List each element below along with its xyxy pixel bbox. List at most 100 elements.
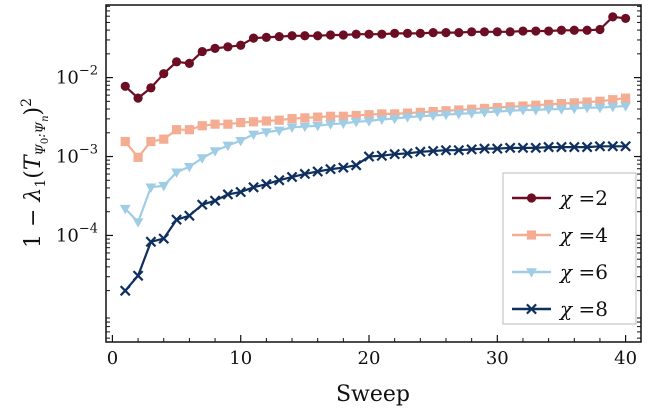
data-point [337, 119, 349, 129]
data-point [402, 108, 413, 118]
data-point [518, 101, 528, 111]
data-point [569, 98, 579, 108]
data-point [261, 32, 271, 42]
data-point [184, 58, 194, 69]
data-point [325, 111, 336, 121]
series-line [124, 97, 626, 159]
x-tick-label: 30 [486, 348, 509, 369]
data-point [440, 110, 452, 121]
data-point [325, 120, 336, 130]
data-point [544, 99, 554, 110]
data-point [338, 111, 348, 121]
data-point [453, 144, 465, 156]
data-point [363, 151, 375, 162]
data-point [313, 31, 323, 41]
data-point [594, 103, 606, 114]
data-point [377, 109, 387, 119]
data-point [582, 25, 592, 35]
data-point [556, 141, 567, 153]
data-point [453, 110, 465, 120]
legend-marker [526, 268, 537, 278]
data-point [479, 108, 490, 118]
data-point [415, 28, 425, 39]
data-point [389, 148, 401, 160]
data-point [171, 57, 182, 67]
data-point [531, 100, 541, 110]
data-point [517, 142, 529, 154]
data-point [171, 214, 182, 226]
legend: χ =2 χ =4 χ =6 χ =8 [502, 172, 637, 325]
x-tick-label: 40 [614, 348, 637, 369]
ticks-layer: 0 10 20 30 40 10−4 10−3 10−2 [56, 5, 641, 369]
legend-marker [526, 230, 537, 240]
data-point [159, 134, 169, 144]
data-point [376, 115, 388, 126]
data-point [223, 119, 233, 129]
legend-marker [526, 303, 537, 315]
data-point [441, 28, 451, 38]
data-point [389, 114, 401, 125]
data-point [594, 140, 606, 152]
data-point [159, 69, 169, 79]
data-point [120, 81, 130, 91]
data-point [608, 12, 618, 22]
data-point [492, 27, 502, 37]
data-point [454, 28, 464, 38]
data-point [312, 121, 324, 132]
data-point [568, 141, 580, 153]
data-point [171, 168, 182, 178]
data-point [620, 102, 632, 112]
series-line [124, 15, 626, 100]
data-point [120, 136, 130, 147]
data-point [300, 31, 310, 41]
data-point [377, 29, 387, 39]
data-point [479, 27, 490, 37]
y-tick-label: 10−2 [56, 64, 98, 89]
data-point [273, 174, 285, 186]
data-point [504, 106, 516, 117]
data-point [492, 102, 502, 113]
data-point [607, 103, 619, 113]
data-point [171, 125, 182, 135]
data-point [248, 33, 259, 43]
data-point [274, 31, 284, 42]
data-point [544, 26, 554, 36]
data-point [248, 130, 259, 141]
data-point [209, 147, 221, 157]
legend-label: χ =8 [558, 297, 608, 321]
legend-item: χ =8 [512, 297, 608, 321]
data-point [260, 128, 272, 138]
data-point [479, 103, 490, 113]
data-point [390, 28, 400, 39]
data-point [491, 143, 503, 155]
data-point [183, 162, 195, 173]
data-point [607, 140, 619, 152]
data-point [222, 189, 234, 200]
y-tick-label: 10−4 [56, 221, 98, 246]
data-point [235, 186, 247, 198]
data-point [146, 83, 156, 93]
data-point [568, 104, 580, 114]
data-point [196, 199, 208, 211]
series-line [124, 145, 626, 292]
data-point [454, 105, 464, 115]
legend-marker [526, 193, 537, 203]
data-point [402, 28, 413, 39]
data-point [299, 122, 311, 133]
data-point [286, 171, 298, 183]
data-point [235, 136, 247, 147]
data-point [518, 26, 528, 36]
data-point [260, 178, 272, 190]
data-point [222, 141, 234, 152]
y-axis-title: 1 − λ1(TΨ0:Ψn)2 [19, 98, 51, 248]
legend-item: χ =2 [512, 186, 608, 210]
data-point [286, 123, 298, 133]
data-point [287, 31, 297, 41]
data-point [350, 159, 362, 171]
data-point [581, 141, 593, 153]
data-point [428, 106, 438, 117]
data-point [440, 144, 452, 156]
data-point [414, 112, 426, 122]
data-point [466, 144, 478, 155]
data-point [223, 42, 233, 52]
